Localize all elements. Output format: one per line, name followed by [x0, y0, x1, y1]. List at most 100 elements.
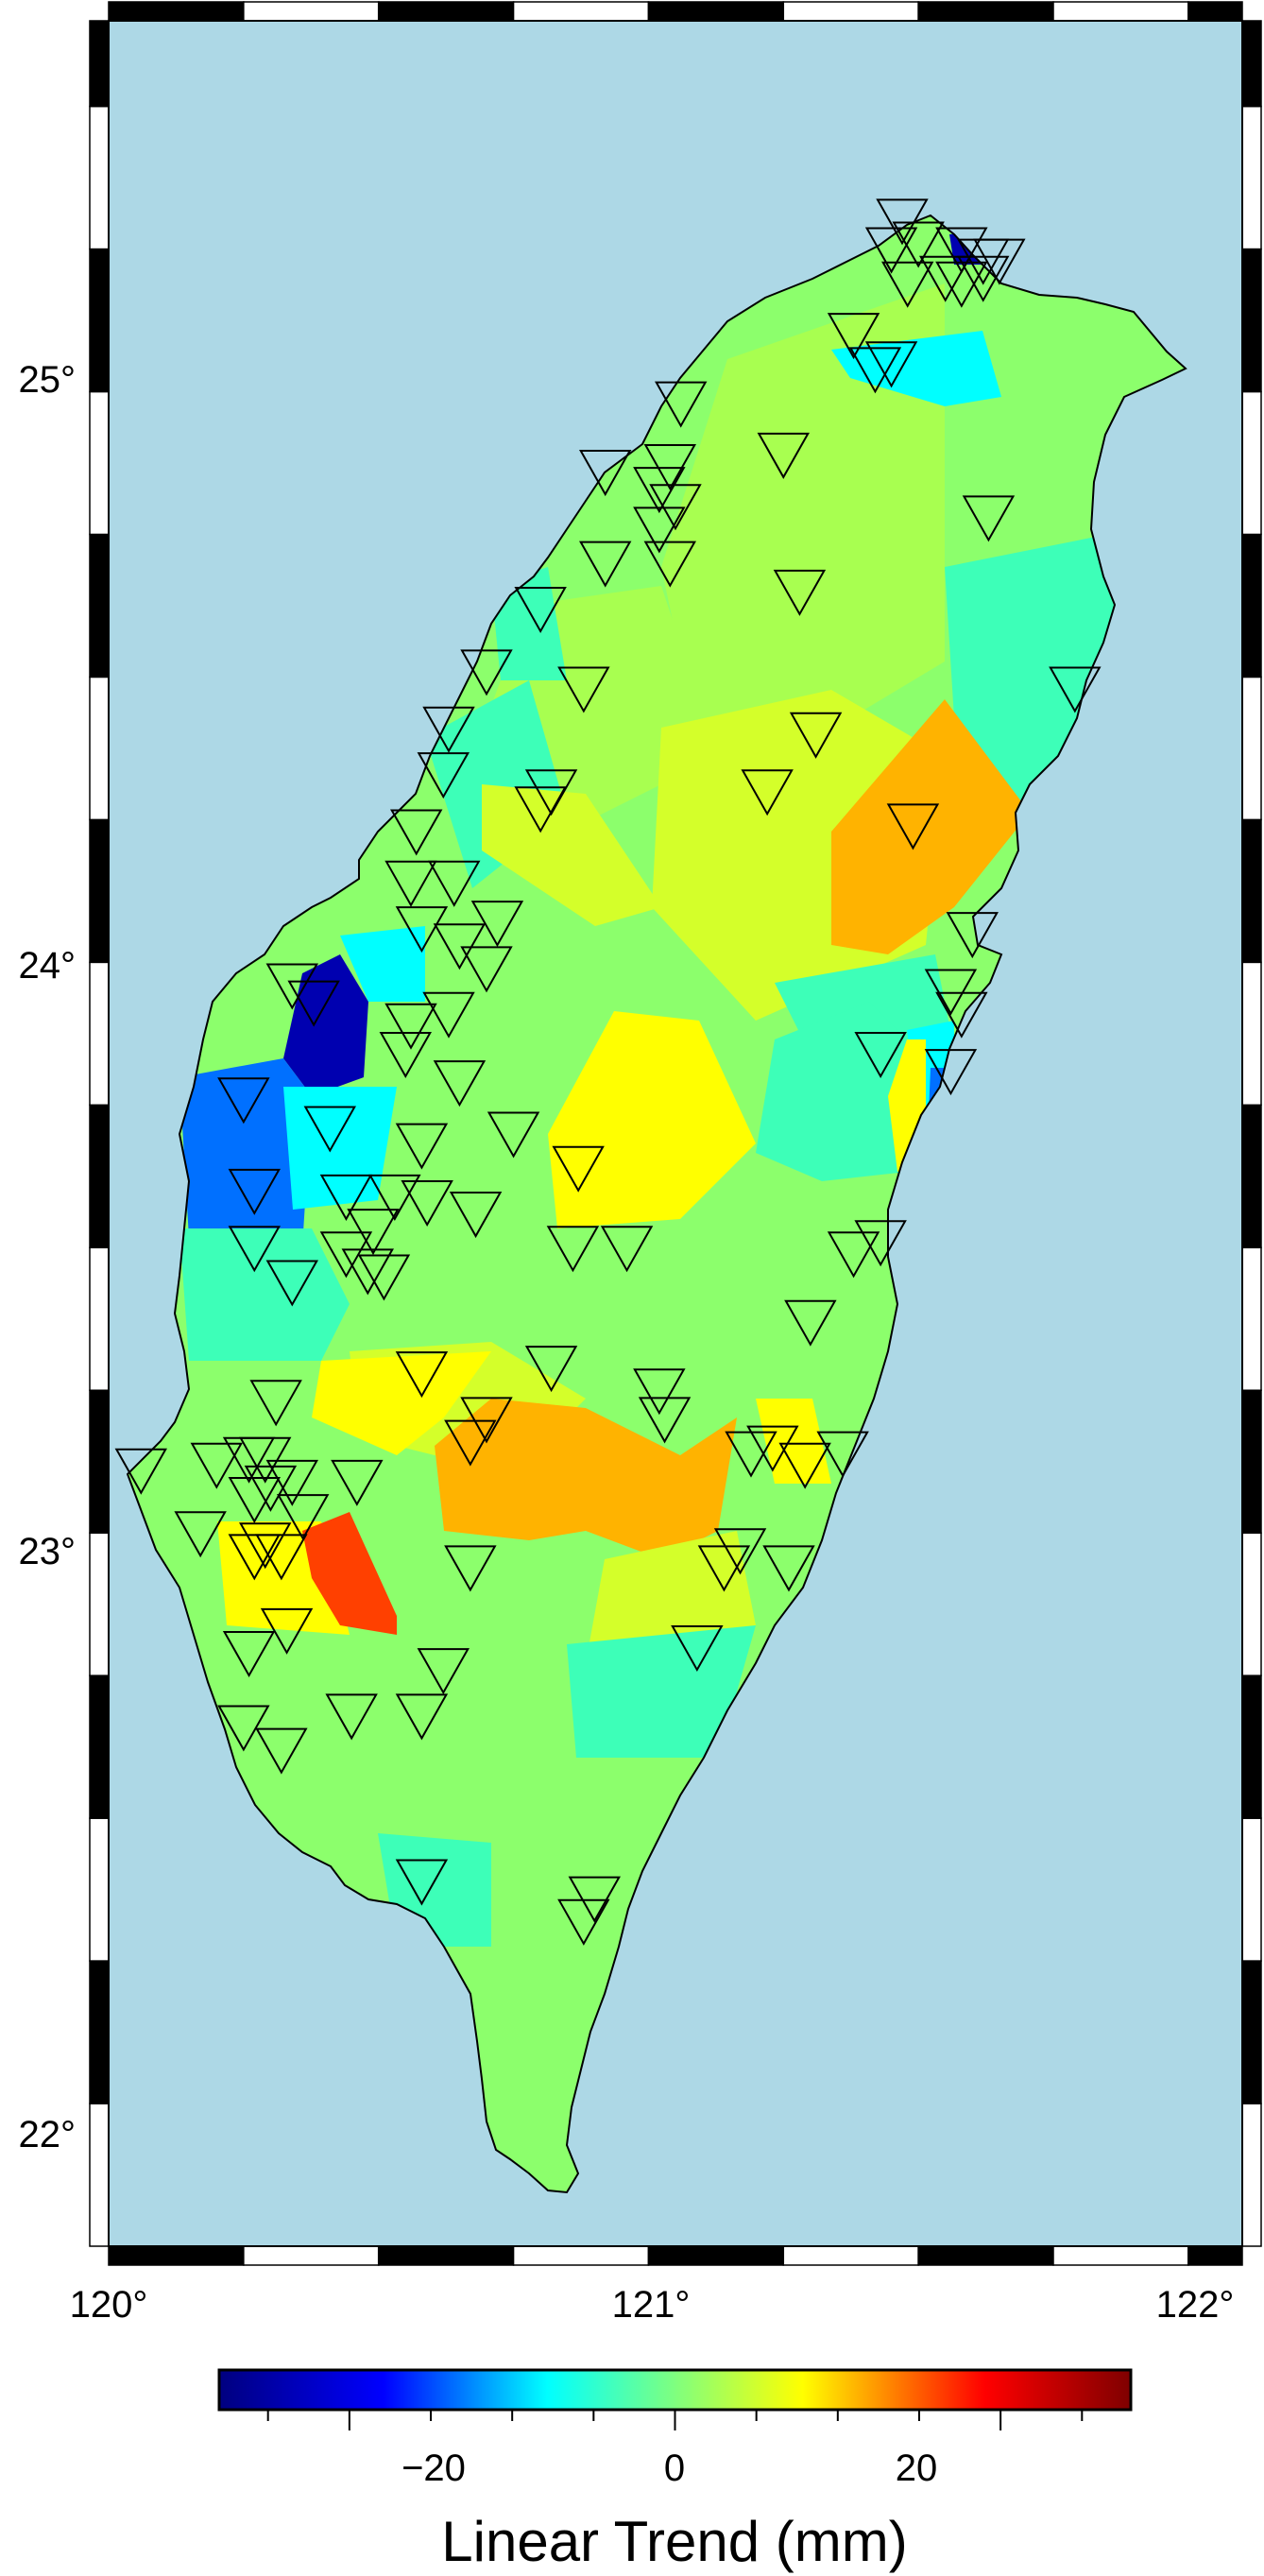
frame-left-segment: [89, 1532, 110, 1676]
frame-bottom-segment: [108, 2245, 245, 2266]
station-marker: [277, 1494, 330, 1541]
station-marker: [249, 1380, 302, 1427]
station-marker: [449, 1192, 503, 1239]
frame-bottom-segment: [377, 2245, 515, 2266]
lon-label-122: 122°: [1156, 2284, 1235, 2326]
station-marker: [222, 1631, 276, 1678]
frame-left-segment: [89, 676, 110, 821]
station-marker: [260, 1607, 314, 1655]
station-marker: [514, 586, 567, 633]
patch-teal-south: [567, 1625, 756, 1758]
frame-left-segment: [89, 2103, 110, 2247]
station-marker: [725, 1431, 777, 1478]
frame-right-segment: [1241, 818, 1262, 964]
station-marker: [524, 769, 578, 816]
station-marker: [417, 752, 470, 799]
station-marker: [935, 227, 988, 274]
station-marker: [649, 484, 702, 531]
station-marker: [643, 541, 696, 588]
station-marker: [287, 980, 340, 1027]
station-marker: [395, 906, 449, 953]
station-marker: [713, 1528, 767, 1575]
patch-blue-west: [179, 1058, 312, 1247]
station-marker: [854, 1220, 907, 1267]
station-marker: [395, 1859, 449, 1906]
station-markers: [114, 198, 1102, 1946]
station-marker: [228, 1226, 281, 1273]
station-marker: [228, 1168, 281, 1215]
station-marker: [460, 649, 513, 696]
station-marker: [827, 313, 880, 360]
station-marker: [946, 912, 999, 959]
station-marker: [886, 803, 940, 850]
station-marker: [433, 923, 487, 970]
colorbar-title: Linear Trend (mm): [441, 2510, 907, 2573]
station-marker: [633, 507, 686, 554]
station-marker: [924, 1049, 978, 1096]
station-marker: [331, 1459, 384, 1506]
station-marker: [827, 1231, 880, 1279]
station-marker: [239, 1522, 292, 1570]
station-marker: [973, 238, 1026, 285]
station-marker: [428, 860, 481, 907]
frame-left-segment: [89, 533, 110, 678]
station-marker: [778, 1442, 831, 1489]
station-marker: [255, 1534, 308, 1581]
station-marker: [638, 1397, 692, 1444]
station-marker: [174, 1511, 227, 1558]
station-marker: [633, 1368, 686, 1416]
colorbar-ticks: [266, 2410, 1084, 2430]
station-marker: [368, 1174, 421, 1221]
station-marker: [190, 1442, 243, 1489]
frame-bottom-segment: [243, 2245, 380, 2266]
station-marker: [444, 1419, 497, 1467]
lat-label-25: 25°: [19, 359, 77, 401]
station-marker: [433, 1060, 487, 1108]
station-marker: [546, 1226, 600, 1273]
patch-light-green-center: [661, 283, 945, 747]
station-marker: [557, 1898, 610, 1946]
station-marker: [379, 1031, 432, 1078]
station-marker: [422, 706, 475, 753]
frame-right-segment: [1241, 533, 1262, 678]
station-marker: [217, 1077, 270, 1125]
station-marker: [487, 1111, 540, 1159]
station-marker: [919, 255, 972, 302]
station-marker: [552, 1145, 605, 1193]
frame-right-segment: [1241, 1104, 1262, 1249]
frame-right-segment: [1241, 961, 1262, 1107]
frame-bottom-segment: [917, 2245, 1054, 2266]
colorbar-label-0: 0: [664, 2447, 685, 2489]
station-marker: [460, 946, 513, 993]
frame-top-segment: [917, 1, 1054, 22]
station-marker: [557, 666, 610, 713]
station-marker: [1049, 666, 1102, 713]
station-marker: [746, 1425, 799, 1472]
lon-label-121: 121°: [612, 2284, 691, 2326]
frame-top-segment: [1052, 1, 1189, 22]
station-marker: [384, 1003, 437, 1050]
station-marker: [789, 712, 843, 759]
lat-label-22: 22°: [19, 2114, 77, 2155]
frame-top-segment: [782, 1, 919, 22]
station-marker: [390, 809, 443, 856]
station-marker: [876, 198, 929, 246]
patch-yelgreen-west: [482, 784, 661, 926]
colorbar-label-20: 20: [896, 2447, 938, 2489]
patch-teal-east2: [756, 1002, 926, 1181]
frame-bottom-segment: [1052, 2245, 1189, 2266]
station-marker: [239, 1436, 292, 1484]
station-marker: [757, 432, 810, 479]
frame-right-segment: [1241, 2103, 1262, 2247]
frame-left-segment: [89, 390, 110, 536]
frame-right-segment: [1241, 1532, 1262, 1676]
frame-right-segment: [1241, 105, 1262, 250]
frame-left-segment: [89, 1960, 110, 2104]
station-marker: [114, 1448, 167, 1495]
frame-left-segment: [89, 1817, 110, 1962]
patch-deepblue-west: [283, 954, 368, 1096]
frame-right-segment: [1241, 1674, 1262, 1819]
frame-right-segment: [1241, 676, 1262, 821]
frame-left-segment: [89, 1104, 110, 1249]
